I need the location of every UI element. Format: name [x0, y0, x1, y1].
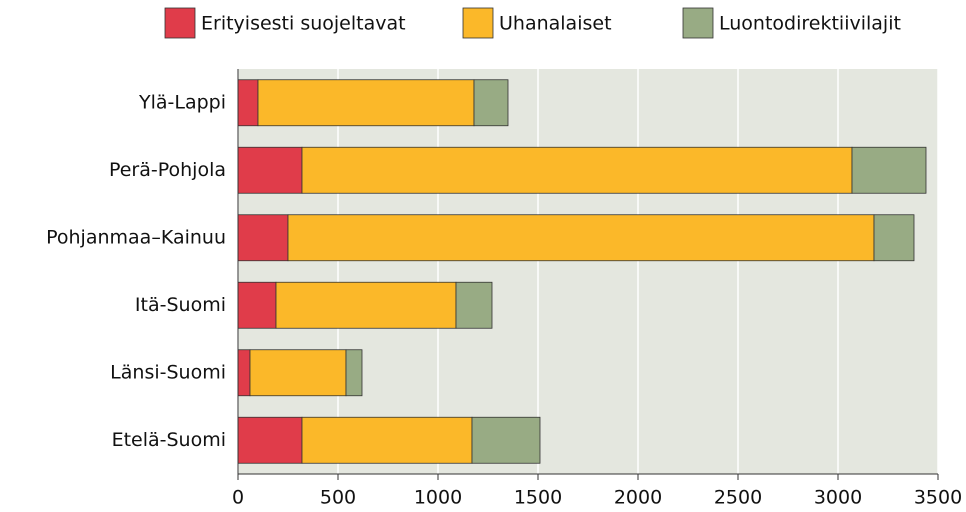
x-tick-label: 2000 — [614, 487, 662, 509]
bar-segment — [287, 214, 875, 262]
bar-segment — [237, 146, 303, 194]
legend-swatch — [682, 7, 714, 39]
bar-segment — [473, 79, 509, 127]
x-tick-label: 3500 — [914, 487, 962, 509]
x-tick-label: 1000 — [414, 487, 462, 509]
y-tick-label: Pohjanmaa–Kainuu — [46, 226, 226, 248]
bar-segment — [237, 416, 303, 464]
legend-label: Erityisesti suojeltavat — [201, 13, 406, 35]
y-tick-label: Perä-Pohjola — [109, 159, 226, 181]
legend-swatch — [462, 7, 494, 39]
legend-label: Uhanalaiset — [499, 13, 612, 35]
bar-segment — [249, 349, 347, 397]
x-tick-label: 0 — [232, 487, 244, 509]
bar-segment — [301, 146, 853, 194]
bar-segment — [257, 79, 475, 127]
bar-segment — [345, 349, 363, 397]
x-tick-label: 2500 — [714, 487, 762, 509]
bar-segment — [471, 416, 541, 464]
bar-segment — [873, 214, 915, 262]
y-tick-label: Etelä-Suomi — [112, 429, 226, 451]
x-tick-label: 500 — [320, 487, 356, 509]
bar-segment — [455, 281, 493, 329]
bar-segment — [237, 79, 259, 127]
legend-swatch — [164, 7, 196, 39]
bar-segment — [851, 146, 927, 194]
bar-segment — [301, 416, 473, 464]
bar-segment — [237, 214, 289, 262]
bar-segment — [275, 281, 457, 329]
bar-segment — [237, 349, 251, 397]
y-tick-label: Länsi-Suomi — [110, 361, 226, 383]
plot-background — [238, 69, 938, 474]
bar-segment — [237, 281, 277, 329]
x-tick-label: 3000 — [814, 487, 862, 509]
y-tick-label: Itä-Suomi — [135, 294, 226, 316]
legend-label: Luontodirektiivilajit — [719, 13, 901, 35]
x-tick-label: 1500 — [514, 487, 562, 509]
y-tick-label: Ylä-Lappi — [138, 91, 226, 113]
